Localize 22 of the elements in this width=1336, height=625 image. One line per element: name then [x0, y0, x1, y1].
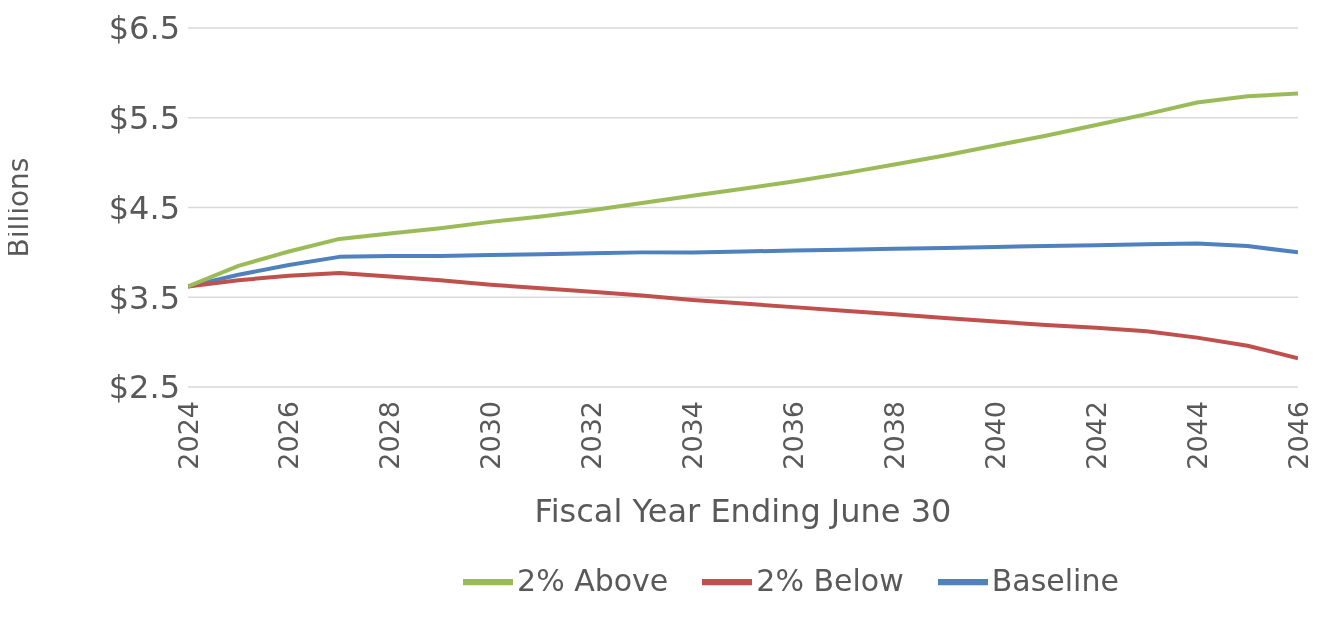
x-tick-label: 2046 — [1282, 401, 1314, 470]
x-tick-label: 2024 — [172, 401, 204, 470]
line-series — [188, 271, 1298, 361]
x-tick-label: 2032 — [576, 401, 608, 470]
y-tick-label: $4.5 — [108, 188, 180, 227]
legend-label: 2% Above — [517, 562, 669, 598]
x-tick-label: 2042 — [1080, 401, 1112, 470]
x-tick-label: 2036 — [777, 401, 809, 470]
y-tick-label: $3.5 — [108, 278, 180, 317]
x-axis-title: Fiscal Year Ending June 30 — [534, 492, 952, 530]
x-tick-label: 2038 — [878, 401, 910, 470]
y-tick-label: $5.5 — [108, 99, 180, 138]
x-tick-label: 2030 — [475, 401, 507, 470]
x-tick-label: 2040 — [979, 401, 1011, 470]
x-tick-label: 2044 — [1181, 401, 1213, 470]
line-series — [188, 91, 1298, 289]
legend-label: Baseline — [991, 562, 1119, 598]
x-tick-label: 2034 — [677, 401, 709, 470]
x-tick-label: 2026 — [273, 401, 305, 470]
legend-label: 2% Below — [756, 562, 904, 598]
x-tick-label: 2028 — [374, 401, 406, 470]
y-tick-label: $6.5 — [108, 9, 180, 48]
